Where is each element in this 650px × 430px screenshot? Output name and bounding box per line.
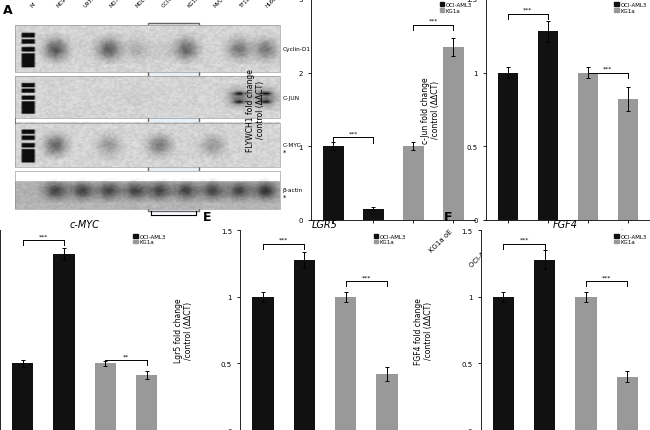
Bar — [443, 48, 464, 220]
Bar — [617, 377, 638, 430]
Bar — [534, 260, 556, 430]
Bar — [497, 74, 518, 220]
Bar — [618, 100, 638, 220]
Text: C-MYC: C-MYC — [283, 143, 302, 148]
Title: c-MYC: c-MYC — [70, 220, 99, 230]
Text: TF1a: TF1a — [239, 0, 252, 9]
Bar — [53, 254, 75, 430]
Bar — [575, 297, 597, 430]
Bar — [294, 260, 315, 430]
Y-axis label: FGF4 fold change
/control (ΔΔCT): FGF4 fold change /control (ΔΔCT) — [414, 297, 434, 364]
Text: MVU4: MVU4 — [213, 0, 227, 9]
Text: MO7e: MO7e — [109, 0, 123, 9]
Y-axis label: c-Jun fold change
/control (ΔΔCT): c-Jun fold change /control (ΔΔCT) — [421, 77, 440, 143]
Text: **: ** — [123, 353, 129, 359]
Bar — [136, 375, 157, 430]
Text: E: E — [203, 211, 212, 224]
Bar — [148, 24, 198, 212]
Text: *: * — [283, 194, 286, 200]
Text: OCI-AML3: OCI-AML3 — [161, 0, 182, 9]
Text: KG1a: KG1a — [187, 0, 200, 9]
Legend: OCI-AML3, KG1a: OCI-AML3, KG1a — [614, 233, 647, 246]
Y-axis label: FLYWCH1 fold change
/control (ΔΔCT): FLYWCH1 fold change /control (ΔΔCT) — [246, 69, 265, 151]
Bar — [323, 147, 344, 220]
Text: MC91: MC91 — [56, 0, 70, 9]
Title: LGR5: LGR5 — [312, 220, 338, 230]
Text: ***: *** — [361, 275, 371, 280]
Bar — [493, 297, 514, 430]
Bar — [363, 209, 384, 220]
Y-axis label: Lgr5 fold change
/control (ΔΔCT): Lgr5 fold change /control (ΔΔCT) — [174, 298, 193, 362]
Text: ***: *** — [279, 237, 289, 243]
Text: ***: *** — [38, 234, 48, 239]
Bar — [252, 297, 274, 430]
Bar — [15, 123, 279, 167]
Legend: OCI-AML3, KG1a: OCI-AML3, KG1a — [373, 233, 407, 246]
Bar — [15, 77, 279, 119]
Text: MOLM13: MOLM13 — [135, 0, 154, 9]
Title: FGF4: FGF4 — [553, 220, 578, 230]
Text: M: M — [30, 2, 37, 9]
Text: C-JUN: C-JUN — [283, 95, 300, 101]
Bar — [578, 74, 599, 220]
Legend: OCI-AML3, KG1a: OCI-AML3, KG1a — [614, 3, 647, 15]
Text: ***: *** — [519, 237, 528, 243]
Legend: OCI-AML3, KG1a: OCI-AML3, KG1a — [133, 233, 166, 246]
Text: F: F — [443, 211, 452, 224]
Bar — [15, 26, 279, 73]
Text: ***: *** — [523, 8, 532, 13]
Bar — [376, 374, 398, 430]
Text: U937: U937 — [83, 0, 96, 9]
Text: HL60: HL60 — [265, 0, 278, 9]
Text: Cyclin-D1: Cyclin-D1 — [283, 47, 311, 52]
Bar — [403, 147, 424, 220]
Text: ***: *** — [602, 275, 612, 280]
Text: A: A — [3, 4, 12, 17]
Text: ***: *** — [429, 19, 438, 24]
Bar — [538, 32, 558, 220]
Text: ***: *** — [603, 67, 613, 72]
Text: *: * — [283, 149, 286, 155]
Bar — [335, 297, 356, 430]
Bar — [94, 364, 116, 430]
Text: β-actin: β-actin — [283, 188, 303, 193]
Bar — [12, 364, 33, 430]
Legend: OCI-AML3, KG1a: OCI-AML3, KG1a — [439, 3, 473, 15]
Bar — [15, 172, 279, 209]
Text: ***: *** — [348, 131, 358, 136]
